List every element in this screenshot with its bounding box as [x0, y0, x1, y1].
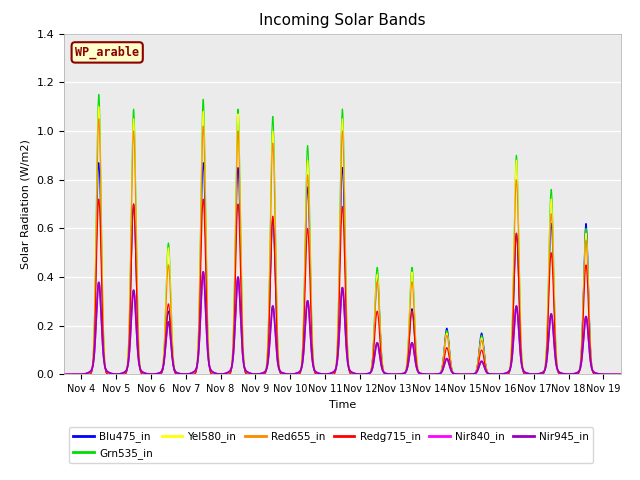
Text: WP_arable: WP_arable	[75, 46, 140, 59]
Y-axis label: Solar Radiation (W/m2): Solar Radiation (W/m2)	[21, 139, 31, 269]
Legend: Blu475_in, Grn535_in, Yel580_in, Red655_in, Redg715_in, Nir840_in, Nir945_in: Blu475_in, Grn535_in, Yel580_in, Red655_…	[69, 427, 593, 463]
X-axis label: Time: Time	[329, 400, 356, 409]
Title: Incoming Solar Bands: Incoming Solar Bands	[259, 13, 426, 28]
